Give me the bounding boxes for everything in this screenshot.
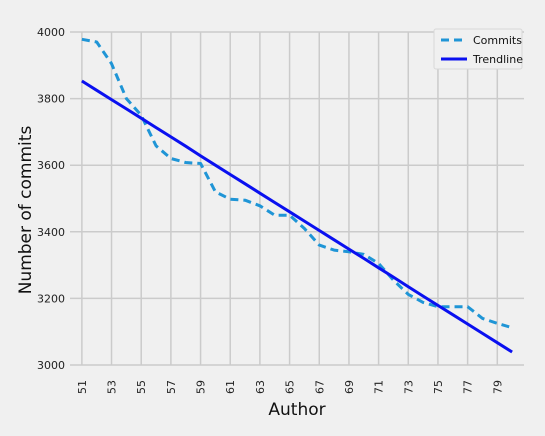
x-tick-label: 63 bbox=[254, 380, 267, 394]
grid bbox=[70, 31, 524, 366]
x-tick-label: 61 bbox=[224, 380, 237, 394]
x-tick-label: 75 bbox=[432, 380, 445, 394]
x-axis-label: Author bbox=[268, 400, 325, 420]
x-tick-label: 51 bbox=[76, 380, 89, 394]
x-tick-label: 55 bbox=[135, 380, 148, 394]
series-line-commits bbox=[81, 37, 513, 330]
x-tick-label: 79 bbox=[491, 380, 504, 394]
x-tick-label: 53 bbox=[106, 380, 119, 394]
y-tick-label: 4000 bbox=[37, 26, 65, 39]
y-tick-label: 3000 bbox=[37, 359, 65, 372]
x-tick-label: 73 bbox=[402, 380, 415, 394]
legend: Commits Trendline bbox=[433, 28, 523, 70]
legend-label: Commits bbox=[473, 34, 522, 47]
y-tick-label: 3400 bbox=[37, 226, 65, 239]
series-line-trendline bbox=[81, 79, 513, 354]
x-tick-label: 69 bbox=[343, 380, 356, 394]
x-tick-labels: 51 53 55 57 59 61 63 65 67 69 71 73 75 77 79 bbox=[76, 380, 504, 394]
y-tick-labels: 3000 3200 3400 3600 3800 4000 bbox=[37, 26, 65, 372]
x-tick-label: 57 bbox=[165, 380, 178, 394]
y-axis-label: Number of commits bbox=[16, 126, 36, 295]
x-tick-label: 59 bbox=[195, 380, 208, 394]
series-lines bbox=[81, 37, 513, 354]
y-tick-label: 3800 bbox=[37, 93, 65, 106]
x-tick-label: 71 bbox=[373, 380, 386, 394]
legend-label: Trendline bbox=[472, 53, 523, 66]
y-tick-label: 3200 bbox=[37, 292, 65, 305]
y-tick-label: 3600 bbox=[37, 159, 65, 172]
x-tick-label: 77 bbox=[462, 380, 475, 394]
x-tick-label: 65 bbox=[284, 380, 297, 394]
x-tick-label: 67 bbox=[313, 380, 326, 394]
